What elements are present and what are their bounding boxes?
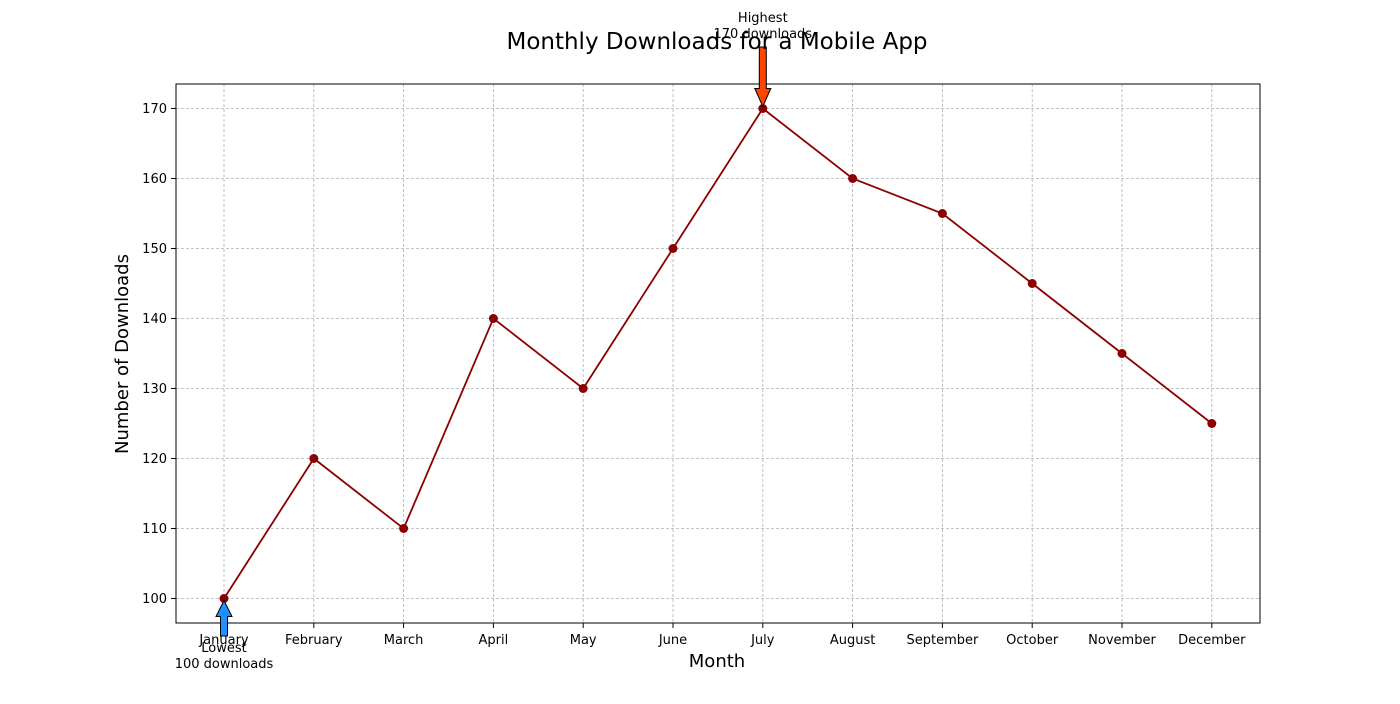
axes-layer: January February March April May June July Augu… xyxy=(142,83,1261,648)
x-tick-label: January xyxy=(198,633,249,648)
data-point xyxy=(848,174,858,183)
chart-title: Monthly Downloads for a Mobile App xyxy=(506,29,927,55)
y-tick-label: 120 xyxy=(142,452,167,467)
data-point xyxy=(309,454,319,463)
lowest-label-line1: Lowest xyxy=(201,641,246,656)
x-tick-label: April xyxy=(479,633,509,648)
series-layer xyxy=(219,104,1217,603)
data-point xyxy=(1207,419,1217,428)
data-point xyxy=(399,524,409,533)
data-point xyxy=(1027,279,1037,288)
x-tick-label: September xyxy=(906,633,979,648)
highest-arrow xyxy=(754,46,772,108)
y-tick-label: 140 xyxy=(142,312,167,327)
data-point xyxy=(668,244,678,253)
x-tick-label: October xyxy=(1006,633,1059,648)
y-axis-title: Number of Downloads xyxy=(112,254,133,454)
grid-layer xyxy=(176,84,1260,623)
x-tick-label: August xyxy=(830,633,876,648)
x-tick-label: May xyxy=(570,633,597,648)
highest-label-line2: 170 downloads xyxy=(714,27,813,42)
y-tick-label: 100 xyxy=(142,592,167,607)
y-tick-label: 170 xyxy=(142,102,167,117)
data-point xyxy=(488,314,498,323)
plot-frame xyxy=(175,83,1261,624)
x-tick-label: November xyxy=(1088,633,1156,648)
y-tick-label: 110 xyxy=(142,522,167,537)
x-tick-label: July xyxy=(750,633,775,648)
y-tick-label: 160 xyxy=(142,172,167,187)
x-tick-label: February xyxy=(285,633,343,648)
y-tick-label: 130 xyxy=(142,382,167,397)
data-point xyxy=(937,209,947,218)
lowest-arrow xyxy=(215,599,233,637)
x-tick-label: December xyxy=(1178,633,1246,648)
data-point xyxy=(1117,349,1127,358)
data-point xyxy=(578,384,588,393)
x-tick-label: June xyxy=(658,633,687,648)
data-point xyxy=(758,104,768,113)
highest-label-line1: Highest xyxy=(738,11,788,26)
data-point xyxy=(219,594,229,603)
x-tick-label: March xyxy=(384,633,424,648)
lowest-label-line2: 100 downloads xyxy=(175,657,274,672)
y-tick-label: 150 xyxy=(142,242,167,257)
series-line xyxy=(223,107,1213,599)
x-axis-title: Month xyxy=(689,651,745,672)
